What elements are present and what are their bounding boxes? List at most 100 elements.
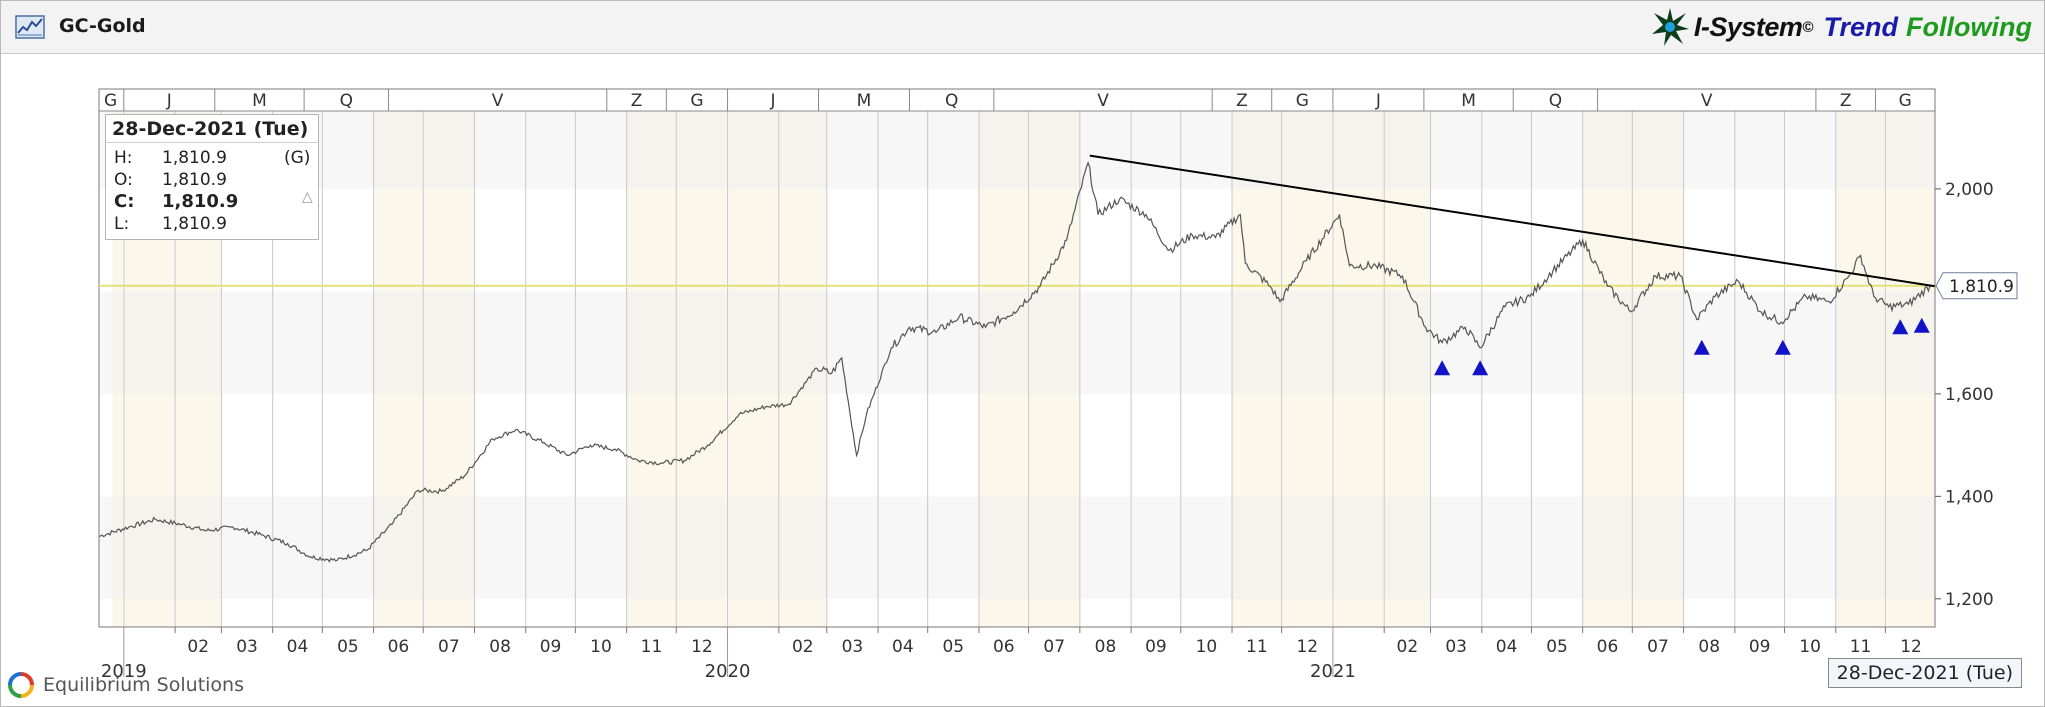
phase-label: V (1097, 91, 1109, 111)
info-tag: (G) (284, 148, 311, 168)
trend-line[interactable] (1089, 154, 1936, 288)
y-tick-label: 1,600 (1945, 385, 1994, 405)
month-label: 02 (1397, 637, 1419, 657)
price-series-line (98, 161, 1931, 563)
phase-label: M (1461, 91, 1476, 111)
cursor-date-box: 28-Dec-2021 (Tue) (1827, 658, 2022, 688)
triangle-icon: △ (302, 189, 313, 205)
phase-label: Q (945, 91, 958, 111)
brand-copyright: © (1802, 18, 1814, 36)
month-label: 08 (1095, 637, 1117, 657)
month-label: 10 (1799, 637, 1821, 657)
month-label: 07 (438, 637, 460, 657)
month-label: 05 (942, 637, 964, 657)
info-label: O: (114, 170, 133, 190)
star-logo-icon (1651, 8, 1689, 46)
info-value: 1,810.9 (162, 148, 227, 168)
buy-triangle-marker[interactable] (1913, 317, 1930, 333)
brand-name: I-System (1693, 11, 1803, 42)
month-label: 07 (1647, 637, 1669, 657)
info-label: H: (114, 148, 133, 168)
year-label: 2020 (705, 661, 751, 682)
grid-band (99, 496, 1935, 599)
buy-markers (1434, 317, 1930, 376)
month-gridlines (123, 89, 1886, 627)
month-label: 04 (1496, 637, 1518, 657)
last-value-tag (1935, 272, 2018, 300)
buy-triangle-marker[interactable] (1472, 360, 1489, 376)
month-label: 11 (1850, 637, 1872, 657)
info-row-low: L: 1,810.9 (114, 214, 314, 234)
chart-title: GC-Gold (59, 15, 146, 37)
month-label: 07 (1043, 637, 1065, 657)
month-label: 10 (1196, 637, 1218, 657)
month-label: 02 (792, 637, 814, 657)
info-row-close: C: 1,810.9 (114, 191, 314, 212)
phase-label: G (1899, 91, 1912, 111)
last-value-label: 1,810.9 (1949, 277, 2014, 297)
month-label: 11 (1246, 637, 1268, 657)
year-label: 2021 (1310, 661, 1356, 682)
buy-triangle-marker[interactable] (1693, 339, 1710, 355)
info-row-high: H: 1,810.9 (114, 148, 314, 168)
month-label: 08 (489, 637, 511, 657)
month-label: 04 (892, 637, 914, 657)
month-label: 04 (287, 637, 309, 657)
grid-band (99, 291, 1935, 394)
brand-following: Following (1906, 11, 2032, 42)
buy-triangle-marker[interactable] (1434, 360, 1451, 376)
month-label: 12 (1900, 637, 1922, 657)
month-label: 05 (337, 637, 359, 657)
info-value: 1,810.9 (162, 214, 227, 234)
phase-label: Q (1549, 91, 1562, 111)
month-label: 03 (842, 637, 864, 657)
chart-icon (15, 15, 45, 39)
phase-label: V (492, 91, 504, 111)
info-value: 1,810.9 (162, 191, 239, 212)
month-label: 03 (236, 637, 258, 657)
y-tick-label: 1,200 (1945, 590, 1994, 610)
info-value: 1,810.9 (162, 170, 227, 190)
info-row-open: O: 1,810.9 (114, 170, 314, 190)
phase-label: M (857, 91, 872, 111)
x-axis: 02 03 04 05 06 07 08 09 10 11 12 02 03 04 05 06 07 08 09 10… (101, 627, 1922, 682)
buy-triangle-marker[interactable] (1774, 339, 1791, 355)
phase-label: G (104, 91, 117, 111)
month-label: 11 (641, 637, 663, 657)
month-label: 06 (993, 637, 1015, 657)
month-label: 08 (1698, 637, 1720, 657)
phase-label: Z (631, 91, 643, 111)
phase-bar-bg (98, 88, 1936, 112)
info-label: C: (114, 191, 135, 212)
month-label: 06 (388, 637, 410, 657)
phase-label: J (770, 91, 776, 111)
ohlc-info-box: 28-Dec-2021 (Tue) (G) △ H: 1,810.9 O: 1,… (105, 114, 319, 240)
phase-label: Z (1236, 91, 1248, 111)
month-label: 09 (540, 637, 562, 657)
phase-label: M (252, 91, 267, 111)
brand-logo: I-System © Trend Following (1650, 8, 2032, 46)
phase-label: Q (340, 91, 353, 111)
month-label: 09 (1749, 637, 1771, 657)
phase-label: J (166, 91, 172, 111)
month-label: 02 (187, 637, 209, 657)
info-label: L: (114, 214, 130, 234)
phase-label: J (1375, 91, 1381, 111)
swirl-logo-icon (8, 672, 34, 698)
info-date: 28-Dec-2021 (Tue) (106, 115, 318, 143)
y-tick-label: 2,000 (1945, 180, 1994, 200)
month-label: 03 (1445, 637, 1467, 657)
month-label: 05 (1546, 637, 1568, 657)
brand-trend: Trend (1823, 11, 1899, 42)
buy-triangle-marker[interactable] (1892, 319, 1909, 335)
year-label: 2019 (101, 661, 147, 682)
y-axis: 1,200 1,400 1,600 2,000 1,810.9 (1934, 89, 2018, 627)
month-label: 09 (1145, 637, 1167, 657)
title-bar: GC-Gold I-System © Trend Following (1, 1, 2044, 54)
phase-label: Z (1840, 91, 1852, 111)
footer-logo: Equilibrium Solutions (7, 671, 244, 699)
phase-label: G (690, 91, 703, 111)
